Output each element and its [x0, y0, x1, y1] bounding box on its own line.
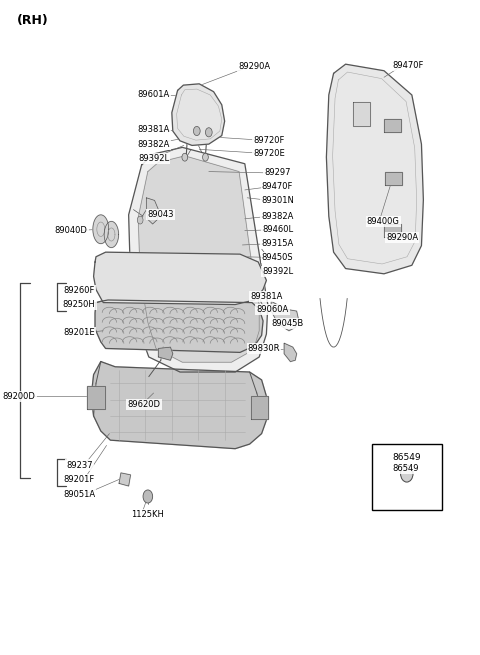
Polygon shape	[87, 386, 105, 409]
Polygon shape	[129, 147, 268, 372]
Polygon shape	[384, 119, 401, 132]
Text: 89620D: 89620D	[128, 400, 160, 409]
Polygon shape	[385, 172, 402, 185]
Text: 89381A: 89381A	[250, 292, 283, 301]
Text: 89392L: 89392L	[262, 267, 293, 276]
Circle shape	[400, 465, 413, 482]
Polygon shape	[284, 343, 297, 362]
Polygon shape	[95, 300, 263, 352]
Polygon shape	[158, 347, 173, 360]
Polygon shape	[104, 221, 119, 248]
Polygon shape	[138, 156, 259, 362]
Text: 89297: 89297	[264, 168, 291, 178]
Circle shape	[205, 128, 212, 137]
Text: 89470F: 89470F	[392, 61, 424, 70]
Text: 89460L: 89460L	[262, 225, 293, 234]
Text: 89720E: 89720E	[253, 149, 285, 158]
Polygon shape	[93, 215, 108, 244]
Text: 89381A: 89381A	[137, 125, 170, 134]
Text: 89601A: 89601A	[137, 90, 170, 100]
Polygon shape	[251, 396, 268, 419]
Text: 89720F: 89720F	[253, 136, 285, 145]
Text: 89301N: 89301N	[261, 196, 294, 205]
Polygon shape	[94, 252, 266, 305]
Text: 89201E: 89201E	[63, 328, 95, 337]
Text: 86549: 86549	[393, 453, 421, 462]
Text: 89250H: 89250H	[63, 300, 96, 309]
Text: 89830R: 89830R	[248, 344, 280, 353]
Text: 89200D: 89200D	[3, 392, 36, 401]
Circle shape	[143, 490, 153, 503]
Text: 89237: 89237	[66, 460, 93, 470]
Text: 89450S: 89450S	[262, 253, 293, 262]
Polygon shape	[172, 84, 225, 145]
Text: 89260F: 89260F	[63, 286, 95, 295]
Text: 1125KH: 1125KH	[132, 510, 164, 519]
Text: 86549: 86549	[392, 464, 419, 473]
Text: 89470F: 89470F	[262, 182, 293, 191]
Circle shape	[182, 153, 188, 161]
Text: 89392L: 89392L	[138, 154, 169, 163]
Text: 89382A: 89382A	[261, 212, 294, 221]
Text: 89290A: 89290A	[386, 233, 418, 242]
Polygon shape	[384, 224, 401, 237]
Polygon shape	[353, 102, 370, 126]
Text: 89290A: 89290A	[239, 62, 270, 71]
Text: (RH): (RH)	[17, 14, 48, 28]
Text: 89051A: 89051A	[63, 490, 95, 499]
Text: 89201F: 89201F	[63, 475, 95, 484]
Text: 89040D: 89040D	[55, 226, 87, 235]
Circle shape	[193, 126, 200, 136]
Text: 89382A: 89382A	[137, 140, 170, 149]
Text: 89043: 89043	[147, 210, 174, 219]
Text: 89045B: 89045B	[271, 319, 303, 328]
Text: 89060A: 89060A	[256, 305, 289, 314]
Polygon shape	[271, 301, 299, 331]
Circle shape	[137, 216, 143, 224]
Polygon shape	[326, 64, 423, 274]
Text: 89400G: 89400G	[367, 217, 399, 226]
Polygon shape	[119, 473, 131, 486]
Polygon shape	[91, 362, 268, 449]
Polygon shape	[146, 198, 158, 224]
Circle shape	[203, 153, 208, 161]
Bar	[372, 444, 442, 510]
Text: 89315A: 89315A	[261, 239, 294, 248]
